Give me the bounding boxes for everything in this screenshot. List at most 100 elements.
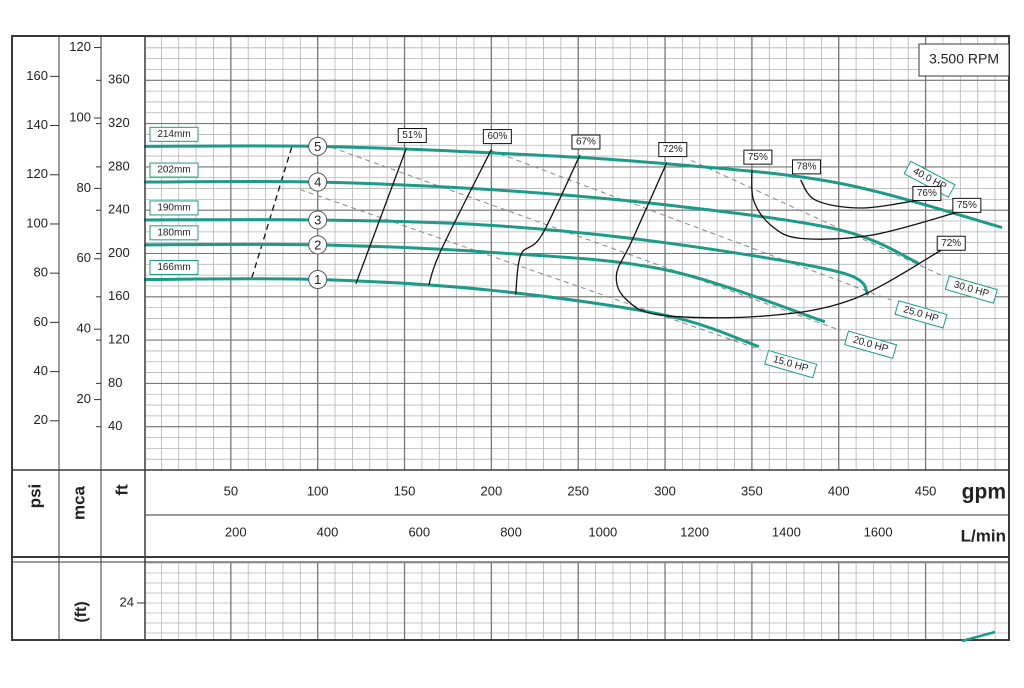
y-tick-label: 240 xyxy=(108,202,130,217)
efficiency-label: 72% xyxy=(663,144,683,155)
y2-tick-label: 60 xyxy=(77,250,91,265)
y3-tick-label: 120 xyxy=(26,166,48,181)
power-line xyxy=(300,189,761,351)
y-tick-label: 80 xyxy=(108,375,122,390)
curve-marker xyxy=(308,210,328,230)
efficiency-label-box xyxy=(658,142,688,158)
rpm-box xyxy=(918,43,1010,77)
impeller-label-box xyxy=(149,259,199,275)
impeller-curve xyxy=(143,277,760,349)
impeller-label: 166mm xyxy=(157,262,190,273)
impeller-label: 180mm xyxy=(157,227,190,238)
power-label-box xyxy=(894,300,948,329)
y2-tick-label: 80 xyxy=(77,180,91,195)
efficiency-label: 76% xyxy=(917,188,937,199)
efficiency-label: 72% xyxy=(941,238,961,249)
efficiency-label-box xyxy=(952,197,982,213)
y3-tick-label: 40 xyxy=(34,363,48,378)
y-tick-label: 200 xyxy=(108,245,130,260)
y2-tick-label: 120 xyxy=(69,39,91,54)
y2-axis-label: mca xyxy=(69,485,88,520)
y3-axis-label: psi xyxy=(25,484,44,509)
y-tick-label: 160 xyxy=(108,288,130,303)
efficiency-curve xyxy=(799,179,917,209)
frame-border xyxy=(11,35,1010,641)
rpm-label: 3.500 RPM xyxy=(929,51,999,67)
power-label-box xyxy=(903,160,956,198)
curve-marker-label: 5 xyxy=(314,139,321,154)
grid xyxy=(146,36,1008,640)
y-axis-label: ft xyxy=(112,484,131,496)
power-line xyxy=(491,150,892,301)
efficiency-curve xyxy=(615,162,942,319)
x2-tick-label: 400 xyxy=(317,524,339,539)
impeller-label-box xyxy=(149,200,199,216)
efficiency-label: 78% xyxy=(797,162,817,173)
curve-marker xyxy=(308,235,328,255)
impeller-label: 214mm xyxy=(157,129,190,140)
y-tick-label: 280 xyxy=(108,158,130,173)
efficiency-label-box xyxy=(743,149,773,165)
x2-tick-label: 1600 xyxy=(864,524,893,539)
power-label-box xyxy=(944,275,998,304)
curve-marker-label: 1 xyxy=(314,272,321,287)
y-tick-label: 360 xyxy=(108,72,130,87)
x2-tick-label: 1000 xyxy=(588,524,617,539)
impeller-curve xyxy=(143,179,920,265)
x-tick-label: 250 xyxy=(567,483,589,498)
impeller-label: 190mm xyxy=(157,203,190,214)
impeller-curve xyxy=(143,218,870,296)
efficiency-curve xyxy=(355,148,407,285)
limit-line xyxy=(251,147,293,279)
x2-tick-label: 1400 xyxy=(772,524,801,539)
x-tick-label: 50 xyxy=(224,483,238,498)
curve-marker-label: 2 xyxy=(314,237,321,252)
efficiency-label-box xyxy=(936,235,966,251)
x2-axis-label: L/min xyxy=(961,526,1006,545)
y2-tick-label: 100 xyxy=(69,109,91,124)
efficiency-curve xyxy=(751,170,958,240)
y2-tick-label: 40 xyxy=(77,321,91,336)
x2-tick-label: 600 xyxy=(408,524,430,539)
efficiency-label: 75% xyxy=(957,200,977,211)
x-tick-label: 400 xyxy=(828,483,850,498)
x-tick-label: 100 xyxy=(307,483,329,498)
npsh-axis-label: (ft) xyxy=(73,601,90,622)
efficiency-label: 75% xyxy=(748,152,768,163)
y-tick-label: 320 xyxy=(108,115,130,130)
efficiency-label: 51% xyxy=(402,130,422,141)
efficiency-label: 67% xyxy=(576,137,596,148)
frame: 3.500 RPM psi mca ft gpm L/min (ft) 50 10… xyxy=(11,35,1010,643)
power-label: 15.0 HP xyxy=(764,349,818,379)
efficiency-curve xyxy=(515,154,581,295)
impeller-label-box xyxy=(149,225,199,241)
power-label: 25.0 HP xyxy=(894,300,948,329)
x-tick-label: 450 xyxy=(915,483,937,498)
x-tick-label: 150 xyxy=(394,483,416,498)
y-tick-label: 40 xyxy=(108,418,122,433)
x2-tick-label: 1200 xyxy=(680,524,709,539)
x-tick-label: 200 xyxy=(481,483,503,498)
y-tick-label: 120 xyxy=(108,332,130,347)
y3-tick-label: 160 xyxy=(26,68,48,83)
x-tick-label: 350 xyxy=(741,483,763,498)
y3-tick-label: 20 xyxy=(34,412,48,427)
y3-tick-label: 80 xyxy=(34,265,48,280)
efficiency-label-box xyxy=(397,127,427,143)
impeller-label: 202mm xyxy=(157,165,190,176)
efficiency-label-box xyxy=(571,134,601,150)
y2-tick-label: 20 xyxy=(77,391,91,406)
power-line xyxy=(690,159,942,276)
npsh-curve-fragment xyxy=(961,630,996,643)
curve-marker xyxy=(308,136,328,156)
efficiency-label-box xyxy=(912,185,942,201)
power-label: 30.0 HP xyxy=(944,275,998,304)
power-label: 20.0 HP xyxy=(844,330,898,359)
efficiency-label-box xyxy=(482,129,512,145)
y3-tick-label: 140 xyxy=(26,117,48,132)
curve-marker-label: 4 xyxy=(314,174,321,189)
curve-marker xyxy=(308,172,328,192)
power-label-box xyxy=(764,349,818,379)
